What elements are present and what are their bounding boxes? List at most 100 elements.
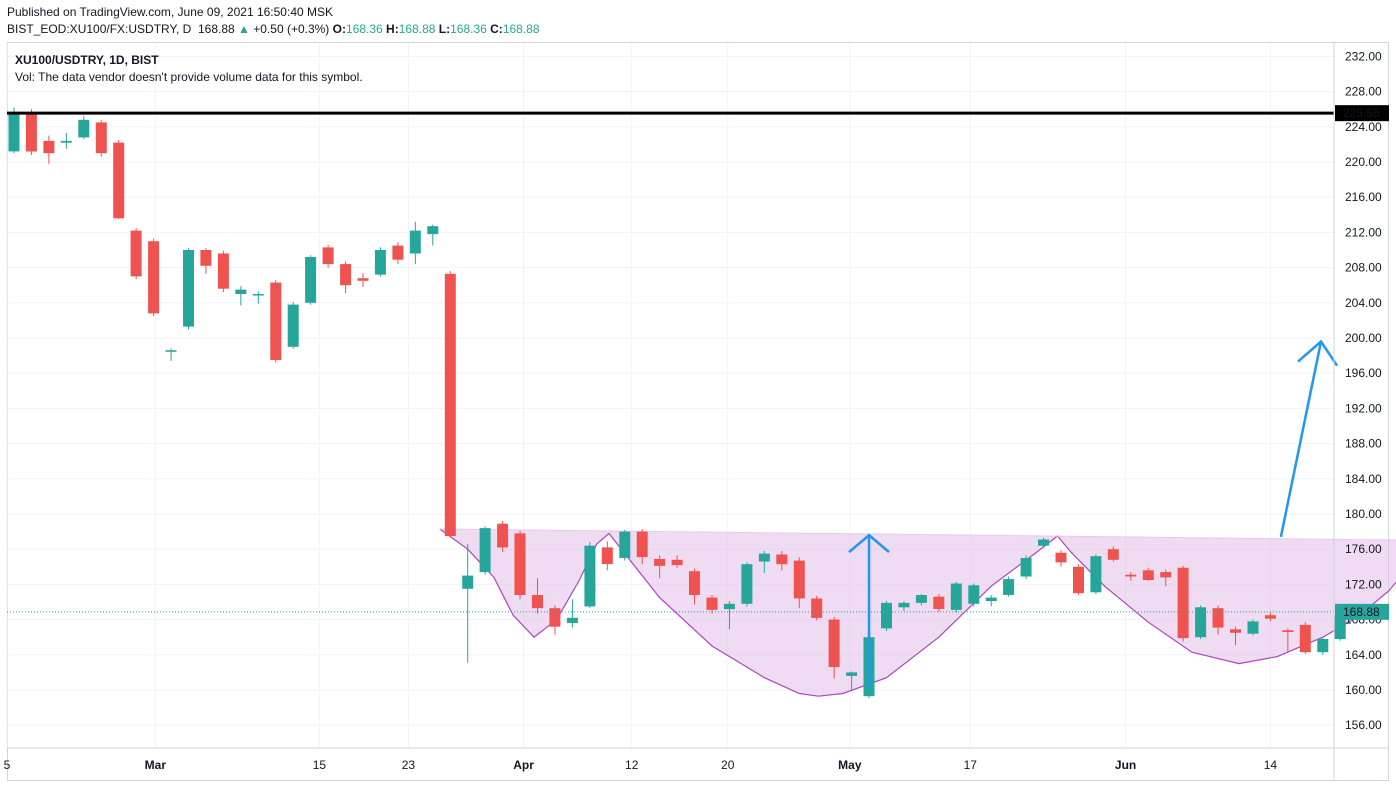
pattern-curve: [439, 528, 1396, 697]
candle-body: [1160, 572, 1172, 578]
candle-body: [1264, 615, 1276, 619]
y-tick-label: 220.00: [1345, 155, 1382, 169]
time-axis: 5 Mar 15 23 Apr 12 20 May 17 Jun 14: [4, 747, 1389, 772]
candle-body: [497, 523, 509, 548]
candle-body: [1003, 579, 1015, 595]
target-arrow-head: [1297, 339, 1339, 367]
y-tick-label: 192.00: [1345, 401, 1382, 415]
candle-body: [235, 289, 247, 294]
candle-body: [636, 531, 648, 558]
open-label: O:: [332, 22, 346, 36]
candle-body: [915, 595, 927, 603]
candle-body: [689, 571, 700, 595]
ohlc-line: BIST_EOD:XU100/FX:USDTRY, D 168.88 ▲ +0.…: [7, 22, 540, 36]
x-tick-label: 14: [1264, 758, 1278, 772]
candle-body: [985, 597, 997, 602]
up-arrow-head: [848, 533, 890, 554]
y-tick-label: 232.00: [1345, 49, 1382, 63]
candle-body: [950, 583, 962, 610]
resistance-price-label: 225.55: [1343, 106, 1380, 120]
candle-body: [1142, 570, 1154, 580]
candle-body: [148, 241, 160, 314]
candle-body: [322, 247, 334, 265]
candle-body: [566, 617, 578, 624]
y-tick-label: 200.00: [1345, 331, 1382, 345]
candle-body: [601, 547, 613, 565]
y-tick-label: 188.00: [1345, 437, 1382, 451]
candle-body: [654, 558, 666, 566]
overlay-layer: [7, 111, 1339, 689]
candle-body: [8, 113, 20, 152]
candle-body: [444, 273, 456, 536]
candle-body: [60, 140, 72, 143]
pattern-rim: [439, 528, 1396, 541]
candle-body: [1177, 567, 1189, 639]
volume-note: Vol: The data vendor doesn't provide vol…: [15, 70, 363, 84]
close-label: C:: [490, 22, 503, 36]
candle-body: [1247, 621, 1259, 634]
candle-body: [584, 545, 596, 607]
candle-body: [409, 230, 421, 254]
candle-body: [270, 282, 282, 360]
pattern-fill: [439, 528, 1396, 697]
candle-body: [1020, 558, 1032, 577]
low-value: 168.36: [450, 22, 487, 36]
x-tick-label: Apr: [513, 758, 534, 772]
candle-body: [113, 142, 125, 219]
y-tick-label: 156.00: [1345, 718, 1382, 732]
open-value: 168.36: [346, 22, 383, 36]
candle-body: [671, 559, 683, 566]
up-triangle-icon: ▲: [238, 22, 250, 36]
candle-body: [1299, 624, 1311, 653]
candle-body: [706, 597, 718, 610]
candle-body: [1038, 539, 1049, 546]
y-tick-label: 184.00: [1345, 472, 1382, 486]
candle-body: [357, 278, 369, 281]
change-text: +0.50 (+0.3%): [253, 22, 330, 36]
y-tick-label: 176.00: [1345, 542, 1382, 556]
candle-body: [793, 560, 805, 599]
x-tick-label: 12: [625, 758, 639, 772]
candle-body: [200, 250, 212, 266]
candle-body: [183, 250, 194, 327]
candle-body: [1125, 574, 1137, 577]
x-tick-label: 15: [313, 758, 327, 772]
candle-body: [43, 140, 55, 154]
y-tick-label: 160.00: [1345, 683, 1382, 697]
candle-body: [619, 531, 631, 558]
candle-body: [392, 245, 404, 260]
x-tick-label: 20: [721, 758, 735, 772]
candle-body: [1073, 566, 1084, 594]
y-tick-label: 196.00: [1345, 366, 1382, 380]
candle-body: [723, 603, 735, 610]
last-price-label-box: [1335, 603, 1389, 620]
candle-body: [549, 608, 561, 627]
candle-body: [78, 119, 90, 138]
candle-body: [95, 122, 107, 154]
candle-body: [898, 602, 910, 608]
x-tick-label: Mar: [145, 758, 167, 772]
published-line: Published on TradingView.com, June 09, 2…: [7, 5, 333, 19]
candle-body: [532, 595, 543, 609]
candle-body: [374, 250, 386, 275]
y-tick-label: 224.00: [1345, 120, 1382, 134]
candle-body: [776, 554, 788, 565]
x-tick-label: 23: [402, 758, 416, 772]
candle-body: [741, 564, 753, 604]
candle-body: [514, 533, 526, 595]
y-tick-label: 216.00: [1345, 190, 1382, 204]
y-tick-label: 164.00: [1345, 648, 1382, 662]
candle-body: [933, 596, 945, 609]
close-value: 168.88: [502, 22, 540, 36]
candle-body: [1195, 607, 1207, 638]
target-arrow-shaft: [1279, 341, 1323, 538]
candle-body: [1212, 608, 1224, 628]
high-label: H:: [386, 22, 399, 36]
last-price-label: 168.88: [1343, 605, 1380, 619]
candle-body: [881, 602, 892, 629]
candle-body: [305, 257, 317, 303]
candle-body: [828, 619, 840, 668]
candle-body: [165, 350, 177, 352]
candle-body: [1107, 549, 1119, 560]
